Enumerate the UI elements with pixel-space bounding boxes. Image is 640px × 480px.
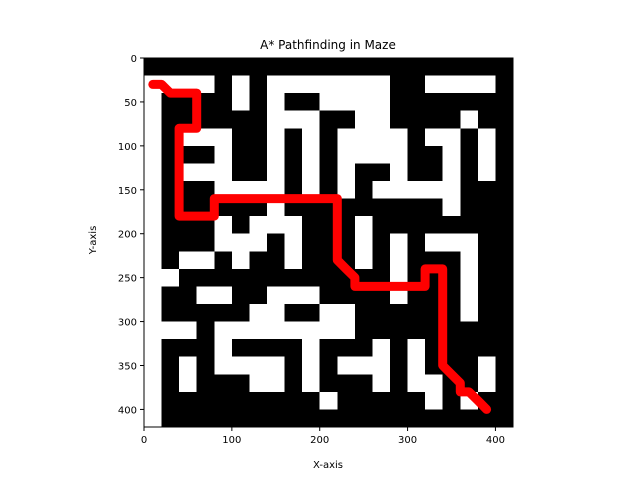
maze-corridor [460, 233, 478, 322]
maze-corridor [214, 145, 232, 164]
x-tick-label: 300 [398, 435, 417, 446]
maze-corridor [249, 374, 285, 392]
maze-corridor [284, 110, 320, 129]
y-tick-label: 150 [118, 186, 137, 197]
maze-corridor [267, 128, 285, 234]
maze-corridor [161, 268, 180, 287]
maze-corridor [179, 251, 215, 269]
maze-corridor [214, 339, 232, 375]
x-tick-label: 200 [310, 435, 329, 446]
x-axis-label: X-axis [313, 460, 343, 471]
x-tick-label: 0 [141, 435, 147, 446]
maze-corridor [231, 356, 285, 375]
maze-corridor [267, 286, 320, 304]
maze-corridor [407, 181, 461, 199]
maze-corridor [284, 216, 303, 269]
maze-corridor [267, 93, 285, 129]
y-tick-label: 400 [118, 405, 137, 416]
astar-path-line [148, 79, 492, 414]
maze-corridor [390, 128, 408, 199]
maze-corridor [425, 374, 443, 410]
maze-corridor [249, 216, 267, 252]
y-tick-label: 300 [118, 318, 137, 329]
maze-corridor [231, 75, 250, 111]
plot-area [143, 57, 514, 428]
maze-corridor [407, 339, 426, 392]
x-tick-label: 100 [222, 435, 241, 446]
maze-corridor [319, 304, 355, 340]
maze-corridor [372, 181, 390, 199]
maze-corridor [214, 321, 285, 340]
maze-corridor [214, 216, 232, 252]
axes-frame [143, 57, 514, 428]
maze-corridor [302, 128, 320, 199]
maze-corridor [390, 233, 408, 304]
maze-corridor [354, 216, 373, 269]
maze-corridor [460, 110, 478, 129]
maze-corridor [425, 233, 461, 252]
maze-corridor [337, 356, 373, 375]
maze-corridor [161, 321, 197, 340]
y-axis-label: Y-axis [88, 226, 99, 256]
y-tick-label: 250 [118, 274, 137, 285]
maze-corridor [179, 163, 232, 181]
maze-corridor [302, 339, 320, 392]
maze-corridor [477, 356, 496, 392]
y-tick-label: 200 [118, 230, 137, 241]
maze-corridor [354, 93, 390, 164]
maze-corridor [179, 356, 197, 392]
y-tick-label: 100 [118, 142, 137, 153]
maze-corridor [284, 321, 320, 340]
maze-corridor [319, 93, 355, 111]
maze-corridor [425, 128, 461, 146]
maze-corridor [477, 128, 496, 164]
maze-corridor [319, 391, 338, 410]
maze-corridor [196, 286, 232, 304]
maze-corridor [231, 233, 250, 269]
maze-corridor [425, 75, 496, 94]
y-tick-label: 350 [118, 362, 137, 373]
maze-image [144, 58, 513, 428]
maze-corridor [144, 93, 162, 428]
maze-corridor [249, 304, 285, 322]
path-series [148, 79, 492, 414]
maze-corridor [267, 75, 390, 94]
maze-corridor [337, 128, 355, 199]
maze-corridor [372, 339, 390, 392]
x-tick-label: 400 [486, 435, 505, 446]
y-tick-label: 50 [124, 98, 137, 109]
y-axis: 0 50 100 150 200 250 300 350 400 [118, 54, 144, 416]
maze-corridor [477, 163, 496, 181]
y-tick-label: 0 [131, 54, 137, 65]
x-axis: 0 100 200 300 400 [141, 427, 505, 446]
chart-title: A* Pathfinding in Maze [260, 38, 396, 52]
maze-corridor [442, 198, 461, 217]
